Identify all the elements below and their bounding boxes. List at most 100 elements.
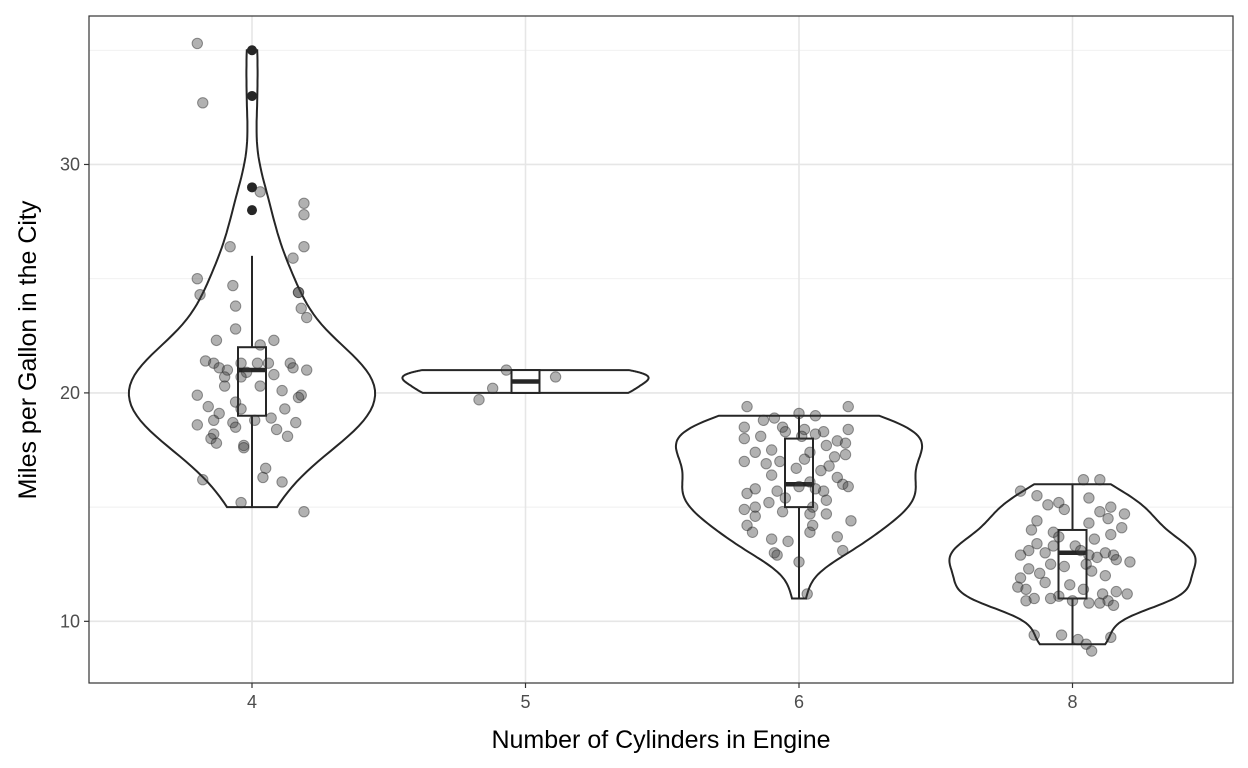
data-point bbox=[298, 505, 310, 518]
data-point bbox=[804, 446, 816, 458]
data-point bbox=[804, 508, 816, 520]
data-point bbox=[801, 588, 813, 600]
data-point bbox=[1028, 629, 1040, 641]
data-point bbox=[793, 407, 805, 420]
data-point bbox=[295, 302, 307, 315]
y-axis-title: Miles per Gallon in the City bbox=[14, 200, 42, 499]
data-point bbox=[765, 469, 778, 481]
data-point bbox=[191, 37, 204, 50]
data-point bbox=[292, 391, 305, 404]
data-point bbox=[1085, 645, 1098, 657]
data-point bbox=[227, 279, 239, 292]
data-point bbox=[839, 437, 852, 449]
x-tick-label: 5 bbox=[520, 692, 530, 712]
data-point bbox=[768, 547, 781, 559]
data-point bbox=[1080, 558, 1092, 570]
jitter-points bbox=[191, 37, 1136, 657]
data-point bbox=[749, 510, 761, 522]
data-point bbox=[774, 455, 786, 468]
data-point bbox=[500, 364, 513, 376]
data-point bbox=[1058, 560, 1070, 573]
y-axis-ticks: 10 20 30 bbox=[60, 154, 89, 631]
data-point bbox=[1014, 485, 1027, 497]
data-point bbox=[771, 485, 783, 497]
data-point bbox=[1039, 547, 1051, 559]
data-point bbox=[268, 368, 280, 381]
data-point bbox=[1047, 526, 1060, 538]
data-point bbox=[1028, 592, 1040, 605]
data-point bbox=[254, 186, 266, 198]
data-point bbox=[1023, 544, 1035, 557]
data-point bbox=[1014, 572, 1027, 584]
data-point bbox=[842, 423, 854, 436]
data-point bbox=[549, 371, 562, 383]
data-point bbox=[1116, 521, 1128, 534]
data-point bbox=[268, 334, 280, 347]
data-point bbox=[1107, 549, 1120, 561]
y-tick-label: 20 bbox=[60, 383, 80, 403]
data-point bbox=[1105, 631, 1117, 644]
data-point bbox=[191, 389, 204, 401]
outlier-point bbox=[247, 90, 257, 101]
data-point bbox=[820, 494, 833, 506]
data-point bbox=[235, 357, 247, 369]
data-point bbox=[1072, 633, 1084, 646]
data-point bbox=[1020, 595, 1032, 607]
data-point bbox=[1083, 517, 1095, 529]
data-point bbox=[301, 364, 313, 376]
data-point bbox=[1102, 512, 1114, 525]
data-point bbox=[749, 501, 761, 513]
data-point bbox=[290, 416, 302, 429]
data-point bbox=[1031, 515, 1043, 527]
data-point bbox=[279, 403, 291, 415]
data-point bbox=[755, 430, 767, 443]
data-point bbox=[738, 503, 750, 516]
data-point bbox=[1096, 588, 1109, 600]
data-point bbox=[1039, 576, 1051, 589]
data-point bbox=[265, 412, 277, 424]
data-point bbox=[191, 419, 204, 431]
data-point bbox=[235, 496, 247, 509]
data-point bbox=[820, 508, 833, 520]
data-point bbox=[746, 526, 759, 538]
data-point bbox=[281, 430, 294, 443]
data-point bbox=[270, 423, 283, 436]
data-point bbox=[205, 432, 217, 445]
data-point bbox=[287, 252, 299, 264]
outlier-point bbox=[247, 182, 257, 193]
data-point bbox=[208, 414, 220, 427]
data-point bbox=[1053, 496, 1065, 509]
plot-panel-border bbox=[88, 15, 1234, 684]
data-point bbox=[298, 241, 310, 253]
data-point bbox=[1033, 567, 1046, 580]
data-point bbox=[815, 464, 827, 477]
data-point bbox=[229, 421, 242, 433]
data-point bbox=[276, 384, 288, 397]
data-point bbox=[817, 426, 830, 438]
data-point bbox=[292, 286, 305, 299]
data-point bbox=[768, 412, 781, 424]
data-point bbox=[779, 492, 792, 504]
boxplots bbox=[237, 45, 1088, 645]
data-point bbox=[298, 197, 310, 210]
data-point bbox=[257, 471, 269, 484]
data-point bbox=[798, 423, 811, 436]
x-tick-label: 6 bbox=[794, 692, 804, 712]
outlier-point bbox=[247, 205, 257, 216]
data-point bbox=[1053, 590, 1065, 602]
data-point bbox=[765, 444, 778, 456]
data-point bbox=[779, 426, 792, 438]
data-point bbox=[210, 334, 223, 347]
data-point bbox=[831, 531, 843, 543]
data-point bbox=[1012, 581, 1024, 593]
data-point bbox=[806, 519, 819, 532]
data-point bbox=[1088, 533, 1101, 545]
data-point bbox=[1044, 558, 1057, 570]
data-point bbox=[1099, 569, 1112, 582]
x-axis-title: Number of Cylinders in Engine bbox=[491, 726, 830, 754]
data-point bbox=[1094, 505, 1106, 518]
box-cyl-8 bbox=[1057, 528, 1088, 600]
data-point bbox=[1080, 638, 1092, 650]
data-point bbox=[837, 478, 849, 490]
data-point bbox=[1105, 501, 1117, 513]
